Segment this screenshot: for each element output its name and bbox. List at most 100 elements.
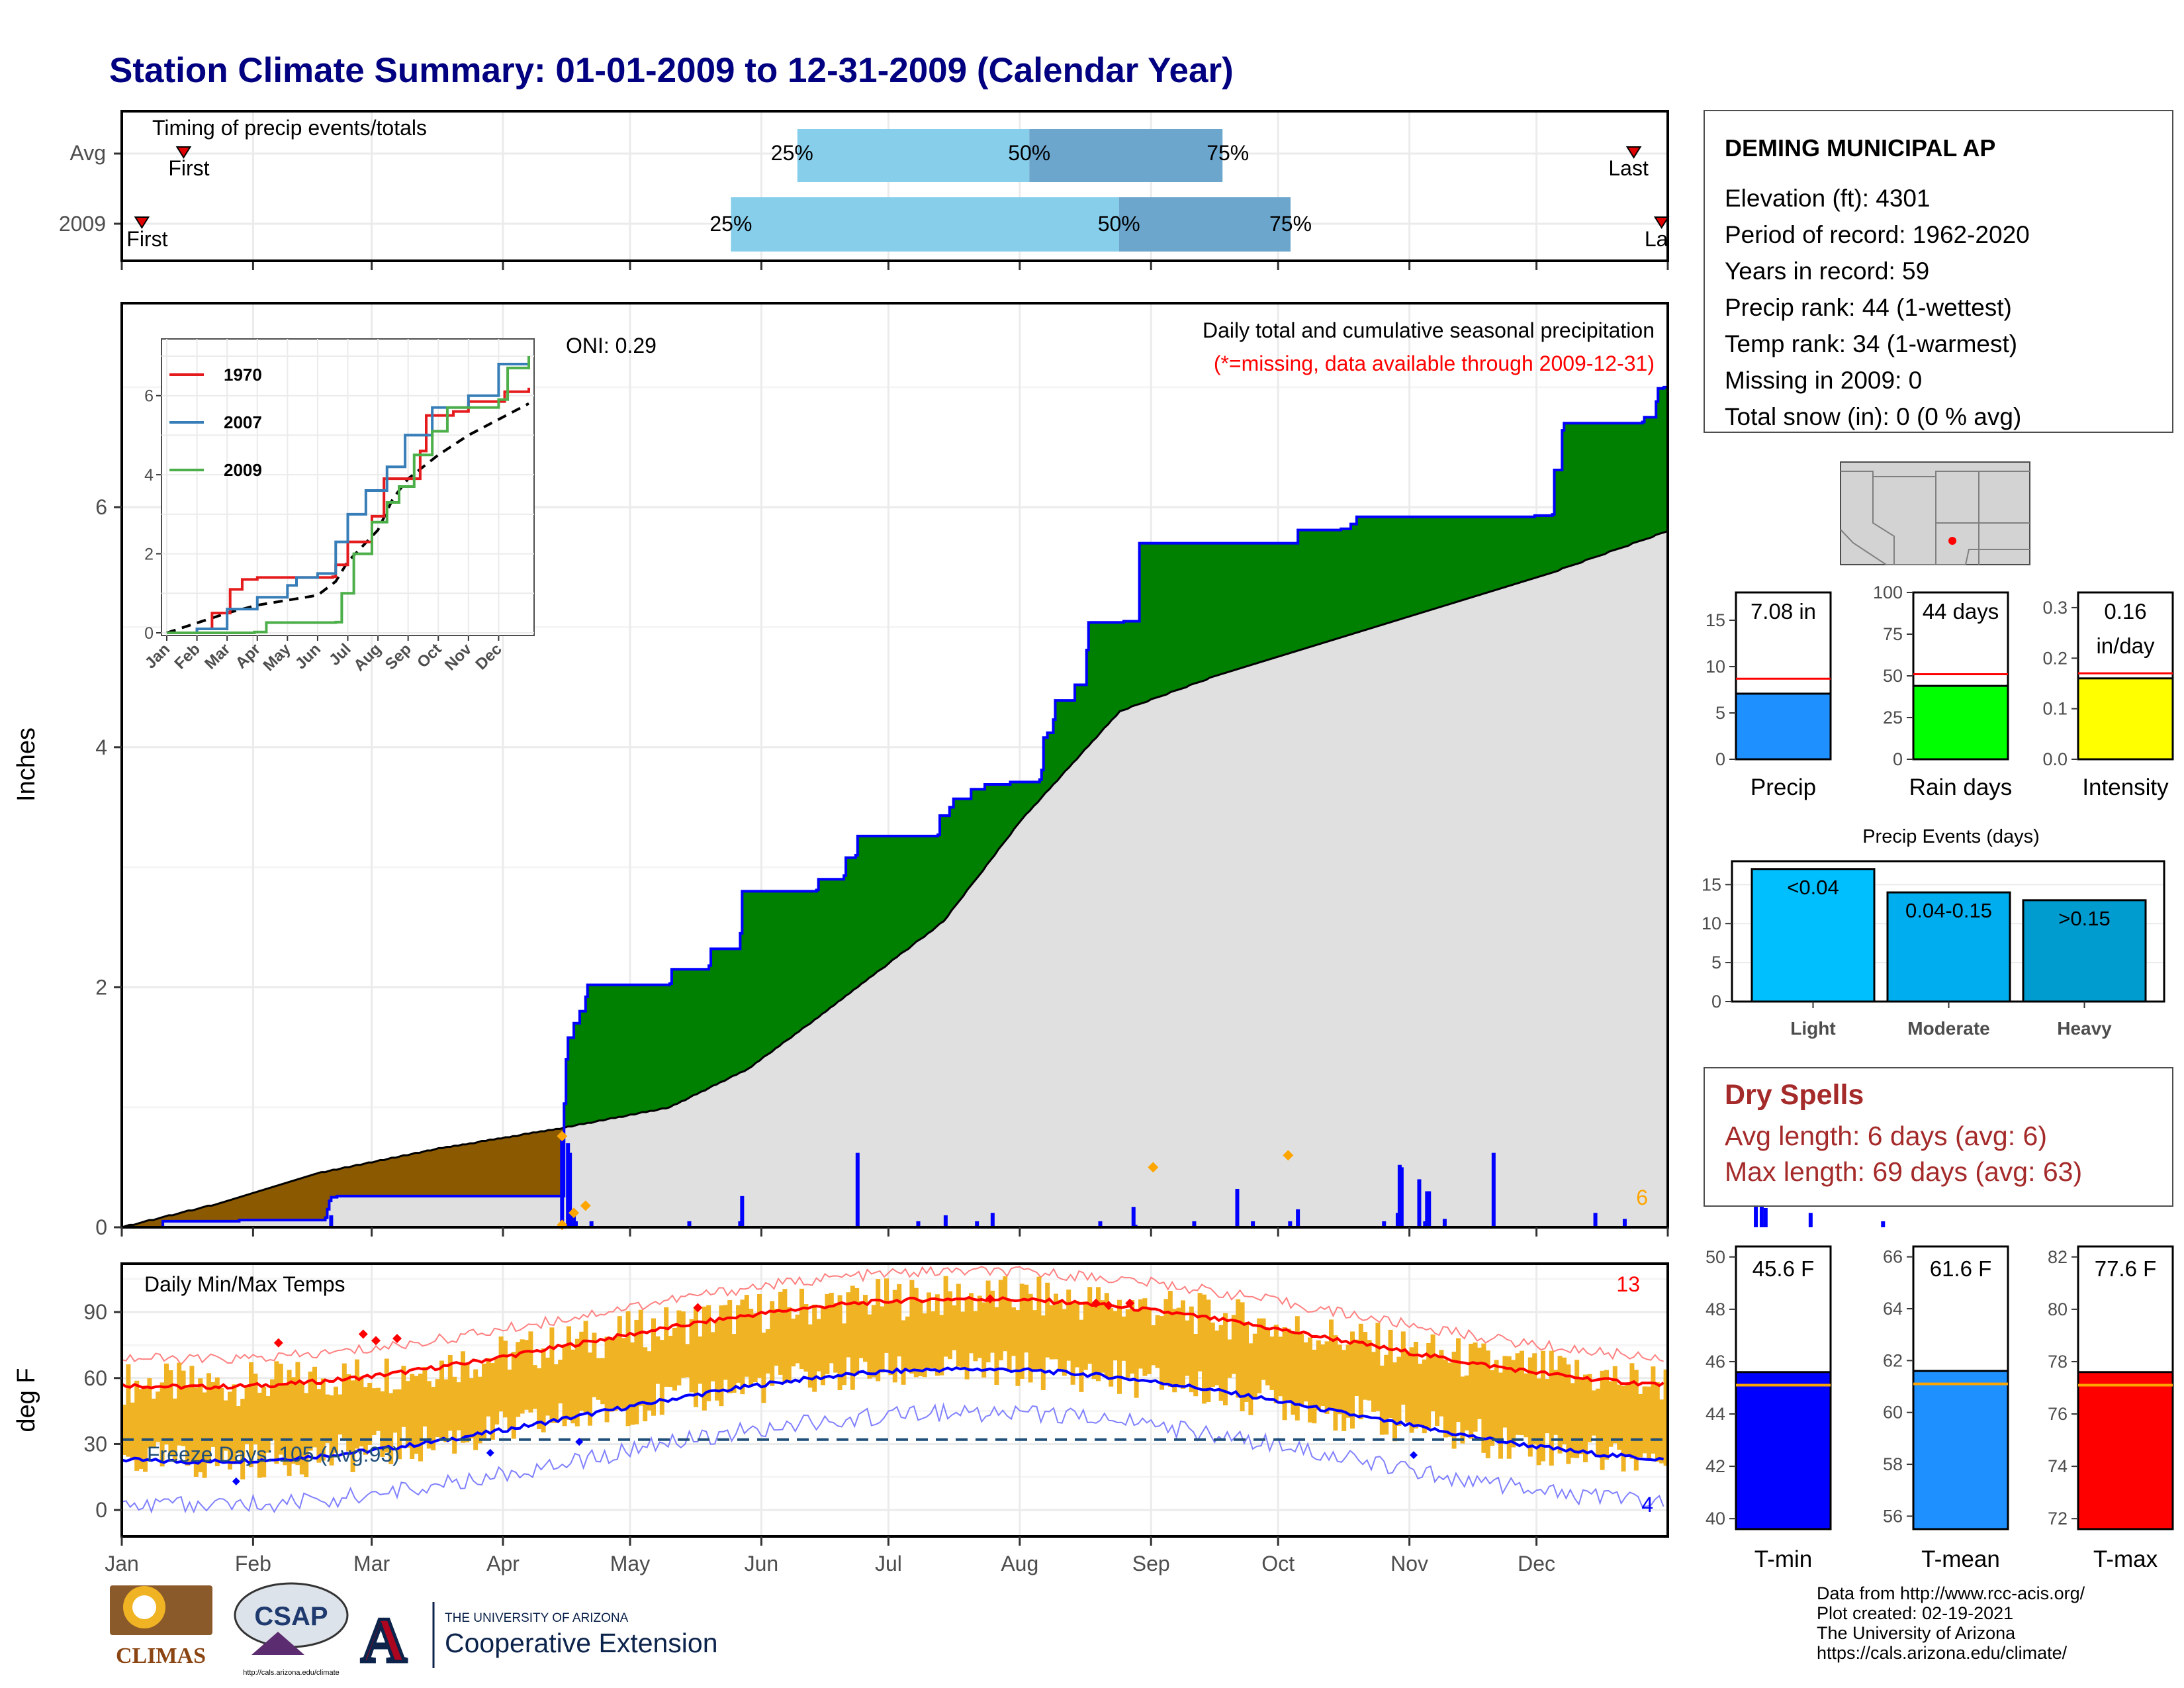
daily-temp-bar: [765, 1329, 770, 1374]
events-ytick-label: 5: [1711, 953, 1721, 972]
daily-temp-bar: [782, 1289, 788, 1383]
daily-temp-bar: [443, 1379, 449, 1442]
daily-temp-bar: [931, 1311, 936, 1368]
daily-temp-bar: [1028, 1293, 1033, 1383]
daily-temp-bar: [574, 1338, 580, 1427]
daily-temp-bar: [1562, 1357, 1567, 1444]
daily-temp-bar: [821, 1306, 825, 1385]
daily-temp-bar: [1287, 1329, 1291, 1401]
record-diamond: [569, 1207, 580, 1219]
daily-temp-bar: [524, 1340, 529, 1410]
daily-temp-bar: [1629, 1363, 1635, 1459]
daily-temp-bar: [1066, 1289, 1071, 1361]
daily-temp-bar: [567, 1326, 571, 1420]
daily-temp-bar: [651, 1318, 656, 1416]
daily-temp-bar: [422, 1367, 428, 1427]
daily-temp-bar: [320, 1378, 326, 1461]
daily-temp-bar: [985, 1280, 991, 1363]
daily-temp-bar: [685, 1344, 690, 1378]
daily-temp-bar: [181, 1370, 186, 1446]
dry-spells-title: Dry Spells: [1725, 1079, 1864, 1111]
daily-temp-bar: [177, 1362, 182, 1446]
mini-bar-value: 44 days: [1923, 599, 1999, 624]
daily-temp-bar: [647, 1351, 652, 1411]
daily-temp-bar: [126, 1364, 131, 1457]
daily-temp-bar: [1409, 1347, 1414, 1433]
daily-temp-bar: [570, 1349, 576, 1424]
daily-precip-bar: [1131, 1207, 1136, 1227]
daily-temp-bar: [355, 1359, 359, 1449]
daily-temp-bar: [511, 1352, 516, 1439]
daily-temp-bar: [122, 1404, 126, 1455]
daily-temp-bar: [1269, 1336, 1275, 1390]
ua-small-text: THE UNIVERSITY OF ARIZONA: [445, 1611, 629, 1625]
daily-temp-bar: [1100, 1300, 1105, 1373]
below-normal-area: [125, 1127, 565, 1227]
precip-ytick-label: 2: [95, 975, 107, 999]
daily-temp-bar: [600, 1358, 606, 1405]
events-bar: [1751, 868, 1876, 1003]
month-label: Nov: [1390, 1552, 1428, 1575]
daily-temp-bar: [876, 1279, 881, 1382]
daily-precip-bar: [589, 1221, 594, 1227]
daily-precip-bar: [916, 1221, 921, 1227]
station-missing: Missing in 2009: 0: [1725, 367, 1922, 394]
daily-temp-bar: [888, 1300, 893, 1376]
daily-temp-bar: [283, 1383, 288, 1466]
daily-temp-bar: [740, 1299, 745, 1395]
daily-temp-bar: [791, 1318, 796, 1367]
temp-record-markers: [232, 1294, 1418, 1485]
daily-temp-bar: [1113, 1311, 1118, 1361]
daily-temp-bar: [998, 1280, 1003, 1361]
daily-temp-bar: [1477, 1347, 1482, 1419]
daily-temp-bar: [956, 1284, 961, 1367]
daily-precip-bar: [740, 1196, 745, 1227]
mini-bar-value: 0.16: [2104, 599, 2146, 624]
daily-temp-bar: [1545, 1379, 1550, 1434]
climas-logo-text: CLIMAS: [116, 1644, 206, 1668]
daily-temp-bar: [401, 1366, 406, 1427]
daily-precip-bar: [574, 1221, 578, 1227]
temp-mini-label: T-mean: [1921, 1546, 2000, 1572]
daily-temp-bar: [1337, 1344, 1342, 1415]
daily-temp-bar: [334, 1386, 338, 1453]
daily-temp-bar: [138, 1389, 144, 1470]
hot-record-count: 13: [1616, 1272, 1640, 1296]
daily-temp-bar: [592, 1333, 597, 1397]
daily-temp-bar: [1456, 1338, 1461, 1423]
temp-mini-ytick-label: 72: [2048, 1509, 2068, 1528]
daily-temp-bar: [812, 1304, 817, 1392]
daily-precip-bar: [1759, 1191, 1764, 1227]
daily-temp-bar: [1257, 1318, 1262, 1393]
daily-temp-bar: [164, 1363, 169, 1445]
mini-bar-fill: [2077, 677, 2174, 761]
daily-temp-bar: [655, 1336, 660, 1384]
daily-precip-bar: [1399, 1167, 1404, 1227]
daily-temp-bar: [498, 1336, 504, 1412]
daily-temp-bar: [1329, 1319, 1334, 1411]
logos: CLIMAS CSAP http://cals.arizona.edu/clim…: [110, 1582, 718, 1677]
daily-temp-bar: [583, 1321, 588, 1413]
station-period: Period of record: 1962-2020: [1725, 221, 2030, 248]
daily-temp-bar: [1659, 1399, 1664, 1464]
daily-temp-bar: [1578, 1377, 1584, 1454]
daily-temp-bar: [1316, 1340, 1321, 1411]
daily-temp-bar: [189, 1366, 195, 1463]
daily-temp-bar: [990, 1290, 995, 1353]
daily-temp-bar: [1549, 1350, 1554, 1466]
daily-temp-bar: [668, 1335, 673, 1387]
daily-temp-bar: [528, 1331, 533, 1413]
daily-temp-bar: [1358, 1323, 1363, 1420]
daily-temp-bar: [659, 1340, 664, 1415]
events-bar-range: >0.15: [2058, 907, 2110, 930]
daily-temp-bar: [1604, 1370, 1609, 1460]
daily-temp-bar: [1083, 1301, 1088, 1370]
daily-temp-bar: [613, 1336, 618, 1411]
daily-temp-bar: [1392, 1362, 1397, 1442]
daily-temp-bar: [884, 1278, 889, 1353]
month-label: May: [610, 1552, 650, 1575]
daily-precip-bar: [1417, 1179, 1422, 1227]
daily-temp-bar: [1273, 1325, 1279, 1403]
daily-temp-bar: [397, 1389, 402, 1460]
temp-mini-ytick-label: 40: [1706, 1509, 1725, 1528]
